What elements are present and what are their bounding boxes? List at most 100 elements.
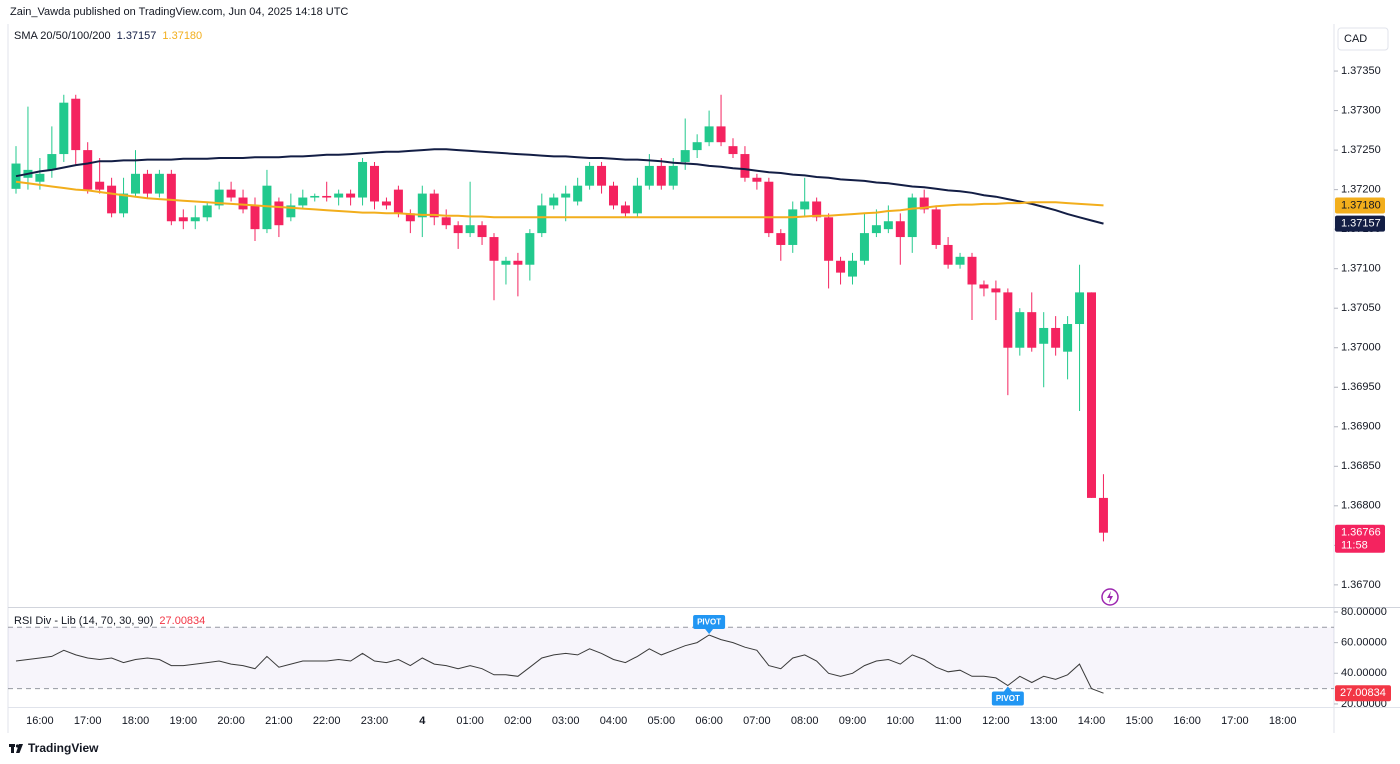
x-tick-label: 22:00 xyxy=(313,715,341,727)
candle-body xyxy=(262,185,272,230)
currency-box[interactable] xyxy=(1337,27,1389,51)
candle-body xyxy=(907,197,917,238)
pivot-pointer xyxy=(705,628,714,634)
candle-body xyxy=(489,237,499,261)
candle-body xyxy=(704,126,714,143)
indicator-name: SMA 20/50/100/200 xyxy=(14,30,111,42)
candle-body xyxy=(178,217,188,222)
candle-body xyxy=(238,197,248,210)
candle-body xyxy=(441,217,451,226)
price-badge-label: 1.37180 xyxy=(1341,199,1381,211)
candle-body xyxy=(453,225,463,234)
footer: TradingView xyxy=(28,741,99,755)
x-tick-label: 11:00 xyxy=(935,715,962,727)
candle-body xyxy=(716,126,726,143)
candle-body xyxy=(1087,292,1096,498)
pivot-pointer xyxy=(1003,686,1012,692)
x-tick-label: 18:00 xyxy=(122,715,150,727)
candle-body xyxy=(417,193,427,218)
y-tick-label: 80.00000 xyxy=(1341,606,1387,618)
x-tick-label: 10:00 xyxy=(887,715,915,727)
candle-body xyxy=(286,205,296,218)
x-tick-label: 23:00 xyxy=(361,715,389,727)
y-tick-label: 1.36800 xyxy=(1341,500,1381,512)
pivot-box xyxy=(693,614,726,629)
rsi-badge xyxy=(1335,685,1391,702)
candle-body xyxy=(955,256,965,265)
candle-body xyxy=(477,225,487,238)
candle-body xyxy=(812,201,822,218)
y-tick-label: 1.37050 xyxy=(1341,302,1381,314)
candle-body xyxy=(370,165,379,202)
sma-line xyxy=(15,148,1104,225)
y-tick-label: 1.36950 xyxy=(1341,381,1381,393)
indicator-value: 1.37157 xyxy=(117,30,157,42)
candle-body xyxy=(537,205,547,234)
x-tick-label: 17:00 xyxy=(74,715,102,727)
candle-body xyxy=(609,185,618,206)
candle-body xyxy=(346,193,356,198)
price-badge xyxy=(1335,215,1385,232)
candle-body xyxy=(131,173,140,194)
y-tick-label: 1.37350 xyxy=(1341,65,1381,77)
x-tick-label: 07:00 xyxy=(743,715,771,727)
candle-body xyxy=(298,197,308,206)
candle-body xyxy=(119,193,129,214)
candle-body xyxy=(1063,324,1073,352)
candle-body xyxy=(202,205,212,218)
x-tick-label: 08:00 xyxy=(791,715,819,727)
candle-body xyxy=(632,185,642,214)
candle-body xyxy=(848,260,857,277)
countdown: 11:58 xyxy=(1341,540,1368,552)
candle-body xyxy=(597,165,607,186)
candle-body xyxy=(405,213,415,222)
rsi-line xyxy=(15,634,1104,694)
candle-body xyxy=(883,221,893,230)
y-tick-label: 1.36850 xyxy=(1341,460,1381,472)
candle-body xyxy=(393,189,403,214)
y-tick-label: 1.37250 xyxy=(1341,144,1381,156)
x-tick-label: 21:00 xyxy=(265,715,293,727)
candle-body xyxy=(250,205,260,230)
candle-body xyxy=(1015,312,1025,348)
y-tick-label: 1.37200 xyxy=(1341,184,1381,196)
y-tick-label: 1.37100 xyxy=(1341,263,1381,275)
candle-body xyxy=(358,161,368,198)
candle-body xyxy=(83,150,93,190)
candle-body xyxy=(47,154,57,170)
x-tick-label: 12:00 xyxy=(982,715,1010,727)
y-tick-label: 1.37000 xyxy=(1341,342,1381,354)
x-tick-label: 01:00 xyxy=(456,715,484,727)
x-tick-label: 16:00 xyxy=(1173,715,1201,727)
x-tick-label: 09:00 xyxy=(839,715,867,727)
candle-body xyxy=(381,201,391,206)
x-tick-label: 06:00 xyxy=(695,715,723,727)
x-tick-label: 04:00 xyxy=(600,715,628,727)
sma-line xyxy=(15,180,1104,219)
candle-body xyxy=(764,181,774,234)
candle-body xyxy=(585,165,595,186)
candle-body xyxy=(142,173,152,194)
candle-body xyxy=(561,193,571,198)
x-tick-label: 20:00 xyxy=(217,715,245,727)
candle-body xyxy=(1075,292,1085,325)
y-tick-label: 1.36700 xyxy=(1341,579,1381,591)
candle-body xyxy=(788,209,798,245)
pivot-box xyxy=(991,691,1024,706)
candle-body xyxy=(668,165,678,186)
x-tick-label: 05:00 xyxy=(648,715,676,727)
candle-body xyxy=(943,244,953,265)
candle-body xyxy=(931,209,941,245)
candle-body xyxy=(465,225,475,234)
candle-body xyxy=(310,195,320,198)
candle-body xyxy=(322,195,332,198)
candle-body xyxy=(991,288,1001,293)
candle-body xyxy=(549,197,559,206)
candle-body xyxy=(1027,312,1037,348)
candle-body xyxy=(620,205,630,214)
candle-body xyxy=(859,233,869,261)
alert-icon[interactable] xyxy=(1101,588,1119,606)
tradingview-logo xyxy=(9,744,23,753)
candle-body xyxy=(692,142,702,151)
